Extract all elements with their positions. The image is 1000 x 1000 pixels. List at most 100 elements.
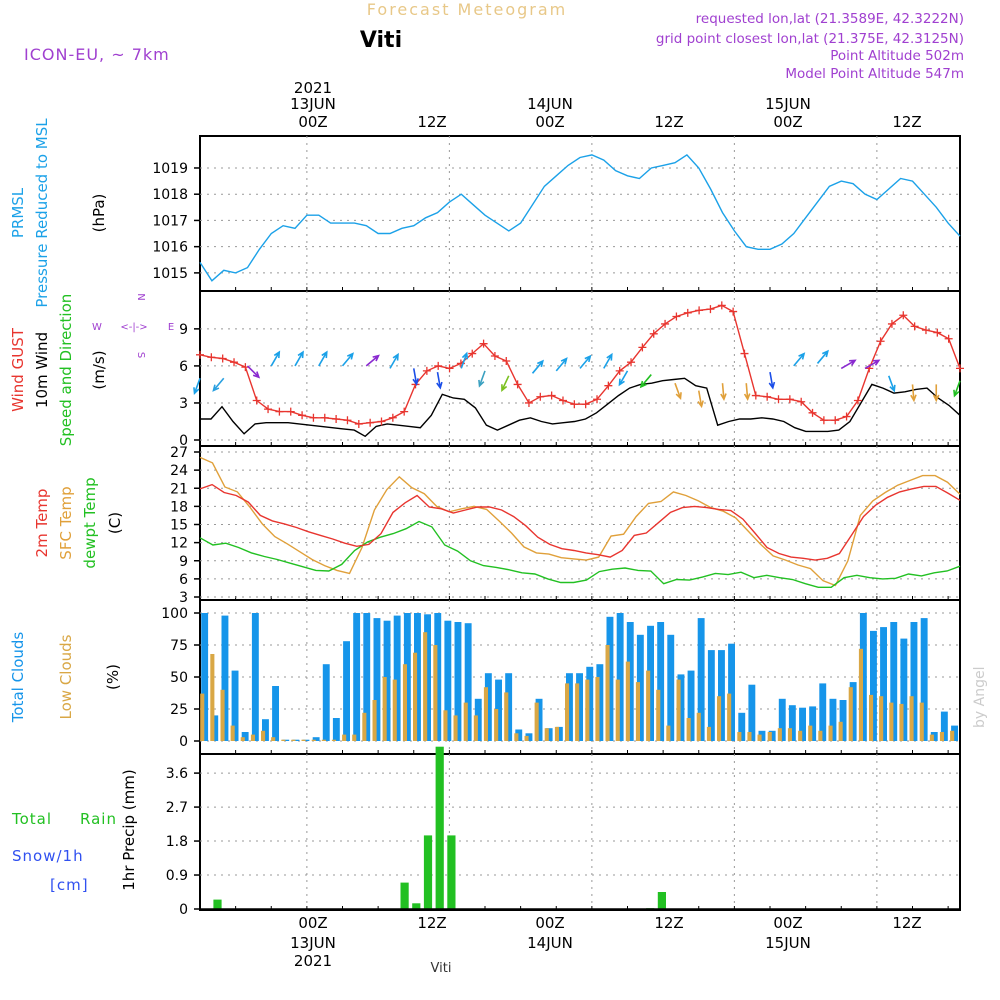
total-clouds-bar	[525, 733, 533, 741]
total-clouds-bar	[312, 737, 320, 741]
wind-direction-arrow	[246, 365, 261, 379]
compass-cross-h: <-|->	[120, 322, 147, 333]
low-clouds-bar	[879, 696, 884, 741]
low-clouds-bar	[767, 732, 772, 741]
low-clouds-bar	[727, 693, 732, 741]
total-clouds-bar	[586, 666, 594, 741]
low-clouds-bar	[291, 739, 296, 741]
wind-gust-point	[910, 322, 919, 331]
compass-east: E	[168, 322, 174, 333]
total-clouds-bar	[900, 638, 908, 741]
low-clouds-bar	[808, 725, 813, 741]
wind-direction-arrow	[478, 370, 486, 388]
wind-direction-arrow	[603, 352, 613, 369]
wind-direction-arrow	[365, 354, 380, 367]
low-clouds-bar	[321, 739, 326, 741]
low-clouds-bar	[777, 728, 782, 741]
low-clouds-bar	[554, 726, 559, 741]
wind-direction-arrow	[318, 350, 328, 367]
low-clouds-bar	[676, 679, 681, 741]
wind-gust-point	[286, 407, 295, 416]
wind-gust-point	[921, 326, 930, 335]
low-clouds-bar	[737, 732, 742, 741]
wind-gust-point	[366, 418, 375, 427]
dewpt-line	[199, 520, 961, 588]
precip-bar	[447, 835, 456, 909]
wind-direction-arrow	[768, 371, 776, 390]
wind-compass: N W E S <-|->	[92, 293, 174, 358]
low-clouds-bar	[757, 734, 762, 741]
total-clouds-bar	[515, 729, 523, 741]
pressure-label-sub: Pressure Reduced to MSL	[33, 118, 51, 308]
wind-gust-point	[797, 397, 806, 406]
total-clouds-bar	[930, 732, 938, 741]
total-clouds-bar	[799, 707, 806, 741]
wind-direction-arrow	[840, 359, 857, 370]
total-clouds-bar	[910, 622, 918, 741]
wind-gust-line	[199, 304, 961, 425]
low-clouds-bar	[331, 739, 336, 741]
total-clouds-bar	[322, 664, 330, 741]
wind-gust-point	[683, 308, 692, 317]
wind-gust-point	[808, 408, 817, 417]
wind-10m-line	[200, 377, 961, 438]
wind-direction-arrow	[212, 377, 225, 392]
total-clouds-bar	[778, 698, 786, 741]
chart-marks: 1015101610171018101903693691215182124270…	[152, 136, 964, 918]
precip-total-label: Total	[11, 810, 52, 828]
low-clouds-bar	[271, 737, 276, 741]
temp-ytick-label-5: 18	[170, 499, 188, 515]
precip-ytick-label-4: 3.6	[166, 766, 188, 782]
wind-direction-arrow	[618, 370, 629, 387]
wind-gust-point	[661, 319, 670, 328]
total-clouds-bar	[880, 627, 887, 741]
precip-rain-label: Rain	[80, 810, 117, 828]
pressure-line	[199, 153, 961, 282]
wind-gust-point	[547, 391, 556, 400]
wind-gust-point	[468, 349, 477, 358]
low-clouds-bar	[220, 689, 225, 741]
low-clouds-bar	[311, 739, 316, 741]
wind-direction-arrow	[743, 383, 751, 401]
precip-bar	[435, 746, 444, 909]
total-clouds-bar	[859, 613, 867, 741]
total-clouds-bar	[626, 622, 634, 741]
total-clouds-bar	[839, 700, 847, 741]
total-clouds-bar	[262, 719, 269, 741]
total-clouds-bar	[566, 673, 573, 741]
total-clouds-bar	[251, 613, 259, 741]
temp-sfc-line	[199, 456, 961, 587]
low-clouds-bar	[929, 734, 934, 741]
total-clouds-bar	[920, 618, 928, 741]
precip-ytick-label-2: 1.8	[166, 834, 188, 850]
low-clouds-bar	[818, 730, 823, 741]
total-clouds-bar	[201, 613, 209, 741]
wind-gust-point	[842, 412, 851, 421]
temp-ytick-label-4: 15	[170, 518, 188, 534]
wind-gust-point	[581, 400, 590, 409]
wind-direction-arrow	[579, 354, 592, 369]
wind-unit: (m/s)	[90, 350, 108, 389]
total-clouds-bar	[687, 670, 695, 741]
top-day-label-2: 14JUN	[527, 95, 573, 113]
top-hour-label-1: 00Z	[298, 113, 327, 131]
top-day-label-3: 15JUN	[765, 95, 811, 113]
wind-gust-point	[422, 366, 431, 375]
pressure-ytick-label-4: 1019	[152, 161, 188, 177]
low-clouds-bar	[787, 728, 792, 741]
low-clouds-bar	[686, 718, 691, 741]
requested-coords: requested lon,lat (21.3589E, 42.3222N)	[696, 11, 964, 27]
wind-10m-label: 10m Wind	[33, 332, 51, 408]
wind-gust-point	[593, 395, 602, 404]
wind-direction-arrow	[531, 359, 544, 374]
low-clouds-bar	[939, 732, 944, 741]
low-clouds-bar	[504, 692, 509, 741]
total-clouds-bar	[697, 618, 705, 741]
low-clouds-bar	[848, 687, 853, 741]
total-clouds-bar	[819, 683, 827, 741]
pressure-ytick-label-2: 1017	[152, 213, 188, 229]
grid-point-coords: grid point closest lon,lat (21.375E, 42.…	[656, 31, 964, 47]
low-clouds-bar	[402, 664, 407, 741]
precip-ytick-label-1: 0.9	[166, 868, 188, 884]
wind-gust-point	[445, 364, 454, 373]
